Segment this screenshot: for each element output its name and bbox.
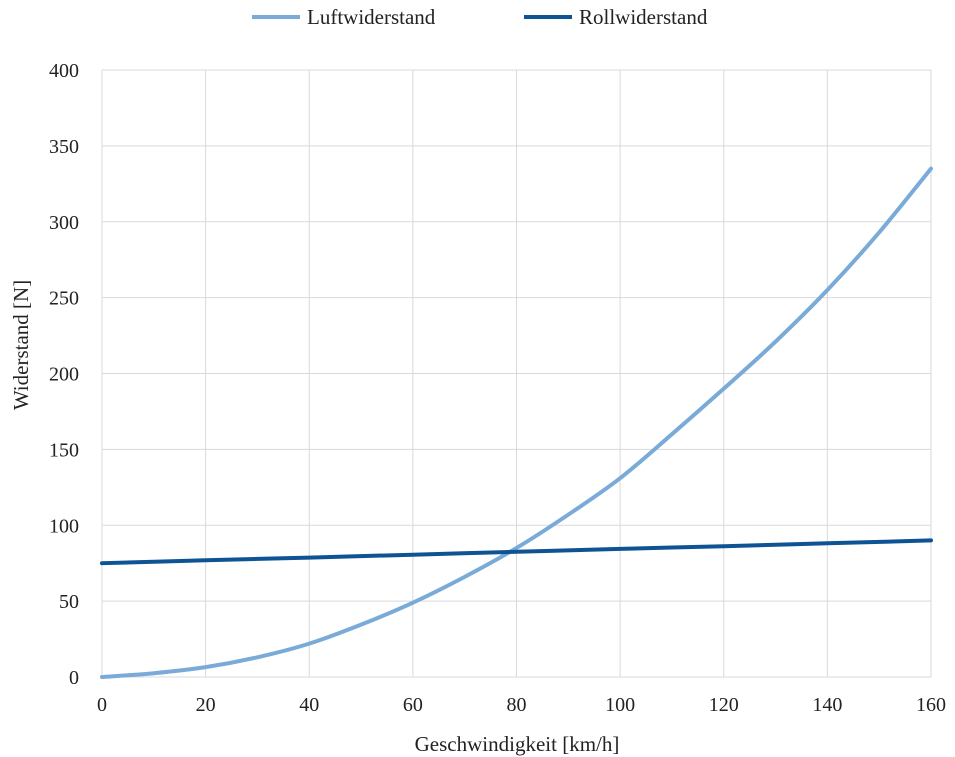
legend-label-rollwiderstand: Rollwiderstand: [579, 5, 708, 29]
y-tick-label: 150: [49, 439, 79, 461]
x-tick-label: 60: [403, 694, 423, 716]
y-tick-label: 0: [69, 667, 79, 689]
y-tick-label: 100: [49, 515, 79, 537]
x-tick-label: 0: [97, 694, 107, 716]
x-axis-title: Geschwindigkeit [km/h]: [415, 732, 620, 756]
series-line-luftwiderstand: [100, 166, 933, 679]
y-tick-label: 400: [49, 60, 79, 82]
x-tick-label: 20: [196, 694, 216, 716]
x-tick-label: 160: [916, 694, 946, 716]
x-tick-label: 40: [299, 694, 319, 716]
x-tick-label: 100: [605, 694, 635, 716]
x-tick-label: 80: [507, 694, 527, 716]
y-axis-tick-labels: 0 50 100 150 200 250 300 350 400: [49, 60, 79, 689]
legend: Luftwiderstand Rollwiderstand: [252, 5, 708, 29]
y-tick-label: 250: [49, 288, 79, 310]
series-lines: [100, 166, 933, 679]
x-tick-label: 140: [812, 694, 842, 716]
legend-label-luftwiderstand: Luftwiderstand: [307, 5, 436, 29]
y-tick-label: 50: [59, 591, 79, 613]
horizontal-gridlines: [102, 69, 931, 678]
series-line-rollwiderstand: [100, 538, 933, 566]
y-tick-label: 300: [49, 212, 79, 234]
x-tick-label: 120: [709, 694, 739, 716]
x-axis-tick-labels: 0 20 40 60 80 100 120 140 160: [97, 694, 946, 716]
y-tick-label: 200: [49, 364, 79, 386]
y-axis-title: Widerstand [N]: [9, 280, 33, 410]
y-tick-label: 350: [49, 136, 79, 158]
